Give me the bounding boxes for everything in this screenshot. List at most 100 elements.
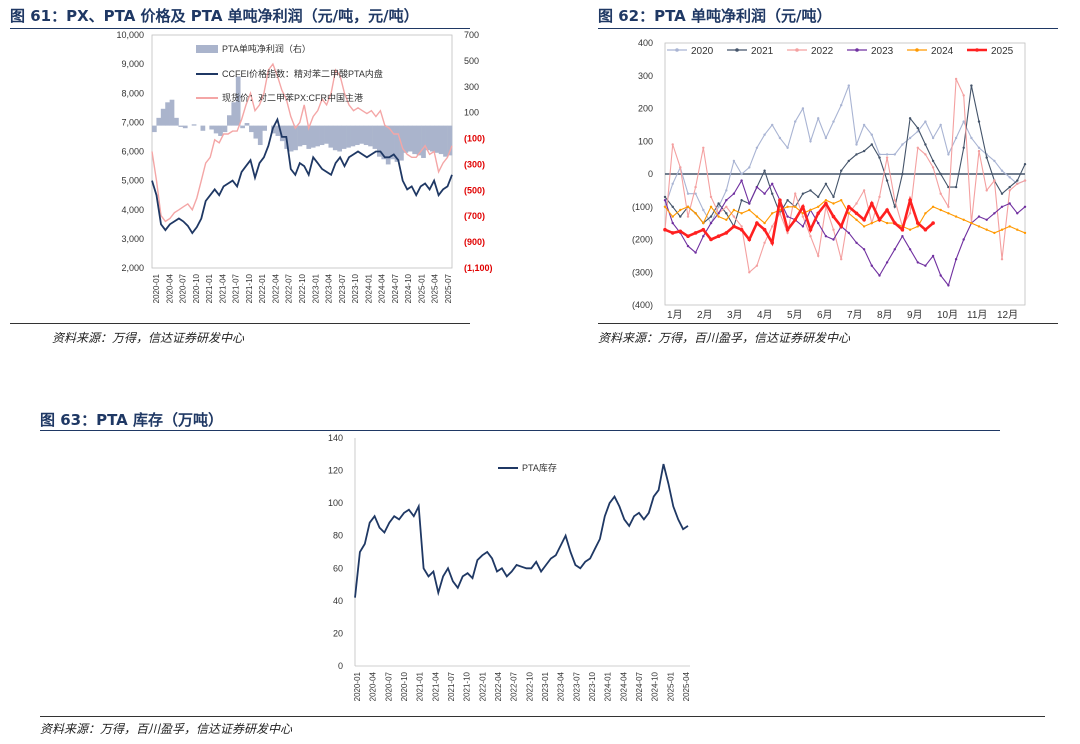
fig61-profit-bar bbox=[306, 125, 312, 149]
fig62-point-2023 bbox=[740, 179, 743, 182]
fig62-point-2023 bbox=[732, 192, 736, 195]
fig62-x-tick-label: 8月 bbox=[877, 309, 893, 321]
fig62-point-2020 bbox=[1000, 169, 1004, 172]
fig61-profit-bars bbox=[152, 76, 453, 165]
fig62-point-2025 bbox=[716, 234, 721, 238]
fig62-point-2020 bbox=[862, 123, 866, 127]
fig61-profit-bar bbox=[412, 125, 418, 155]
fig61-profit-bar bbox=[407, 125, 413, 152]
fig61-x-tick-label: 2025-04 bbox=[431, 273, 440, 303]
fig61-px-price-line bbox=[151, 62, 453, 223]
fig61-x-axis: 2020-01 2020-04 2020-07 2020-10 2021-01 2021-… bbox=[152, 273, 453, 303]
fig61-profit-bar bbox=[165, 102, 170, 126]
fig62-point-2022 bbox=[855, 202, 858, 205]
fig61-profit-bar bbox=[372, 125, 378, 149]
fig62-point-2020 bbox=[717, 205, 720, 208]
fig62-point-2020 bbox=[686, 192, 690, 195]
fig62-point-2021 bbox=[740, 199, 743, 202]
fig61-profit-bar bbox=[178, 125, 184, 127]
fig61-profit-bar bbox=[363, 125, 369, 146]
fig62-point-2024 bbox=[855, 218, 858, 221]
fig61-profit-bar bbox=[328, 125, 334, 148]
fig61-chart: 2,000 3,000 4,000 5,000 6,000 7,000 8,000 9,000… bbox=[116, 30, 492, 303]
fig62-point-2023 bbox=[1008, 202, 1011, 205]
fig61-right-tick-label: (300) bbox=[464, 159, 485, 169]
fig62-point-2024 bbox=[755, 215, 759, 218]
fig62-point-2024 bbox=[985, 228, 988, 231]
fig62-point-2021 bbox=[1023, 163, 1027, 166]
fig61-profit-bar bbox=[310, 125, 316, 148]
fig62-point-2021 bbox=[663, 195, 667, 199]
fig62-point-2021 bbox=[709, 215, 713, 218]
fig61-left-tick-label: 4,000 bbox=[121, 205, 144, 215]
fig62-point-2020 bbox=[885, 153, 889, 156]
fig61-profit-bar bbox=[262, 125, 268, 131]
fig62-point-2020 bbox=[893, 153, 896, 156]
fig62-point-2021 bbox=[786, 199, 789, 202]
fig62-point-2024 bbox=[962, 218, 965, 221]
fig62-y-tick-label: 400 bbox=[638, 38, 653, 48]
fig62-point-2022 bbox=[763, 241, 766, 244]
fig62-point-2022 bbox=[679, 166, 682, 169]
fig62-point-2022 bbox=[740, 225, 743, 228]
fig62-point-2021 bbox=[1000, 192, 1004, 195]
fig61-profit-bar bbox=[222, 125, 228, 133]
fig62-legend-marker bbox=[735, 48, 739, 52]
fig62-legend: 2020 2021 2022 2023 2024 2025 bbox=[667, 46, 1014, 57]
fig63-x-tick-label: 2021-01 bbox=[416, 671, 425, 701]
fig62-point-2020 bbox=[939, 123, 942, 127]
fig62-point-2021 bbox=[954, 185, 958, 189]
fig63-title: 图 63：PTA 库存（万吨） bbox=[40, 411, 223, 429]
fig62-point-2020 bbox=[778, 136, 782, 140]
fig61-profit-bar bbox=[253, 125, 259, 139]
fig63-x-tick-label: 2022-01 bbox=[478, 671, 487, 701]
fig62-point-2020 bbox=[732, 159, 736, 163]
fig62-legend-marker bbox=[915, 48, 919, 52]
fig62-point-2022 bbox=[840, 258, 843, 261]
fig62-point-2025 bbox=[854, 211, 859, 216]
fig62-point-2023 bbox=[947, 284, 950, 287]
fig62-point-2024 bbox=[847, 212, 850, 215]
fig61-profit-bar bbox=[231, 102, 237, 126]
fig61-profit-bar bbox=[421, 125, 426, 158]
fig62-point-2025 bbox=[916, 221, 920, 225]
fig61-profit-bar bbox=[218, 125, 223, 136]
fig62-point-2024 bbox=[954, 215, 958, 218]
fig62-point-2025 bbox=[785, 227, 790, 232]
fig61-profit-bar bbox=[288, 125, 294, 152]
fig62-point-2021 bbox=[1008, 185, 1011, 189]
fig62-point-2025 bbox=[923, 227, 928, 232]
fig62-point-2022 bbox=[947, 205, 950, 208]
fig62-point-2024 bbox=[931, 205, 935, 208]
fig62-point-2024 bbox=[840, 199, 843, 202]
fig61-right-tick-label: 500 bbox=[464, 56, 479, 66]
fig63-legend: PTA库存 bbox=[498, 462, 557, 473]
fig62-point-2023 bbox=[916, 261, 919, 264]
fig62-point-2021 bbox=[840, 169, 843, 172]
fig62-point-2025 bbox=[693, 231, 698, 235]
fig61-x-tick-label: 2021-07 bbox=[232, 273, 241, 303]
fig61-profit-bar bbox=[182, 125, 188, 129]
fig62-point-2020 bbox=[993, 159, 996, 163]
legend-label-pta: CCFEI价格指数：精对苯二甲酸PTA内盘 bbox=[222, 68, 383, 79]
fig63-x-tick-label: 2022-04 bbox=[494, 671, 503, 701]
fig62-point-2022 bbox=[985, 189, 988, 192]
fig62-point-2020 bbox=[740, 172, 743, 176]
fig62-legend-marker bbox=[855, 48, 859, 52]
fig61-profit-bar bbox=[350, 125, 356, 147]
fig62-point-2024 bbox=[748, 208, 751, 212]
fig62-point-2020 bbox=[771, 123, 774, 127]
fig61-profit-bar bbox=[297, 125, 303, 147]
fig62-point-2025 bbox=[885, 208, 889, 212]
fig61-profit-bar bbox=[302, 125, 307, 146]
fig62-point-2024 bbox=[663, 205, 667, 208]
fig62-point-2022 bbox=[893, 199, 896, 202]
fig62-x-tick-label: 1月 bbox=[667, 309, 683, 321]
fig62-point-2020 bbox=[794, 120, 797, 123]
fig62-point-2023 bbox=[901, 235, 904, 238]
fig62-point-2025 bbox=[908, 198, 912, 202]
fig62-point-2020 bbox=[931, 136, 935, 140]
fig62-source: 资料来源：万得，百川盈孚，信达证券研发中心 bbox=[598, 331, 851, 345]
fig62-legend-label: 2024 bbox=[931, 46, 954, 57]
fig62-point-2021 bbox=[847, 159, 850, 163]
